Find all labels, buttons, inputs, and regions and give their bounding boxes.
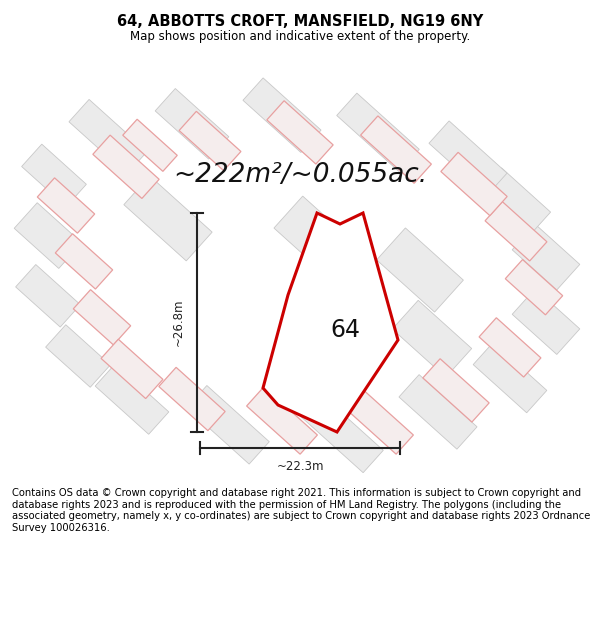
Polygon shape (377, 228, 463, 312)
Polygon shape (155, 89, 229, 159)
Polygon shape (187, 386, 269, 464)
Text: ~22.3m: ~22.3m (276, 459, 324, 472)
Polygon shape (399, 374, 477, 449)
Text: 64: 64 (330, 318, 360, 342)
Polygon shape (267, 101, 333, 164)
Polygon shape (298, 279, 386, 364)
Polygon shape (429, 121, 507, 196)
Polygon shape (93, 135, 159, 199)
Polygon shape (243, 78, 321, 152)
Polygon shape (124, 176, 212, 261)
Text: 64, ABBOTTS CROFT, MANSFIELD, NG19 6NY: 64, ABBOTTS CROFT, MANSFIELD, NG19 6NY (117, 14, 483, 29)
Polygon shape (512, 289, 580, 354)
Polygon shape (37, 178, 95, 233)
Polygon shape (263, 213, 398, 432)
Text: Contains OS data © Crown copyright and database right 2021. This information is : Contains OS data © Crown copyright and d… (12, 488, 590, 533)
Polygon shape (343, 387, 413, 454)
Polygon shape (14, 202, 82, 269)
Polygon shape (473, 342, 547, 412)
Polygon shape (73, 289, 131, 345)
Polygon shape (392, 301, 472, 378)
Polygon shape (301, 394, 383, 472)
Polygon shape (423, 359, 489, 422)
Polygon shape (123, 119, 177, 171)
Polygon shape (479, 318, 541, 377)
Polygon shape (441, 152, 507, 216)
Polygon shape (481, 168, 551, 234)
Polygon shape (69, 99, 147, 174)
Polygon shape (95, 364, 169, 434)
Polygon shape (179, 111, 241, 171)
Polygon shape (159, 368, 225, 431)
Polygon shape (55, 234, 113, 289)
Polygon shape (512, 224, 580, 290)
Text: Map shows position and indicative extent of the property.: Map shows position and indicative extent… (130, 30, 470, 43)
Polygon shape (361, 116, 431, 183)
Polygon shape (505, 259, 563, 315)
Text: ~26.8m: ~26.8m (172, 299, 185, 346)
Polygon shape (22, 144, 86, 207)
Polygon shape (274, 196, 374, 292)
Polygon shape (247, 387, 317, 454)
Polygon shape (101, 339, 163, 399)
Polygon shape (46, 325, 110, 388)
Polygon shape (485, 202, 547, 261)
Polygon shape (16, 264, 80, 327)
Text: ~222m²/~0.055ac.: ~222m²/~0.055ac. (173, 162, 427, 188)
Polygon shape (337, 93, 419, 172)
